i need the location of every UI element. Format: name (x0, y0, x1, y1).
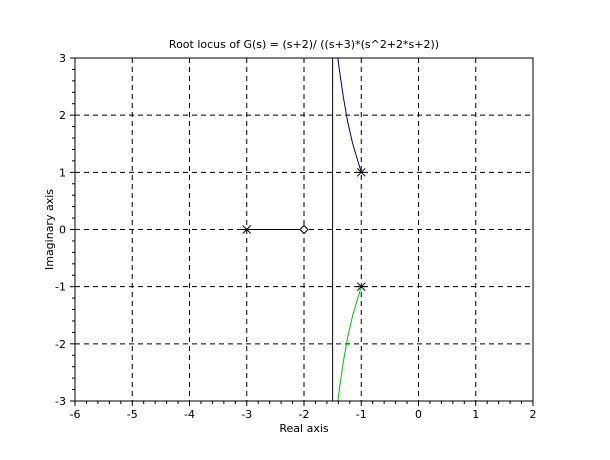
pole-zero-markers (241, 167, 367, 292)
x-tick-label: 1 (472, 408, 479, 421)
pole-marker (356, 167, 367, 177)
y-tick-label: -3 (55, 395, 66, 408)
y-tick-label: 2 (59, 109, 66, 122)
x-tick-label: 2 (530, 408, 537, 421)
y-tick-label: 1 (59, 166, 66, 179)
x-axis-label: Real axis (279, 422, 329, 435)
x-tick-label: -5 (127, 408, 138, 421)
zero-marker (299, 224, 309, 235)
y-tick-label: 3 (59, 52, 66, 65)
pole-marker (241, 225, 252, 234)
x-tick-label: -3 (241, 408, 252, 421)
x-tick-label: -1 (356, 408, 367, 421)
x-tick-label: -6 (70, 408, 81, 421)
chart-title: Root locus of G(s) = (s+2)/ ((s+3)*(s^2+… (169, 38, 439, 51)
y-tick-label: -1 (55, 281, 66, 294)
axis-ticks: -6 -5 -4 -3 -2 -1 0 1 2 -3 -2 -1 0 1 2 3 (55, 52, 536, 421)
locus-branch-1 (337, 57, 362, 173)
pole-marker (356, 282, 367, 292)
x-tick-label: 0 (415, 408, 422, 421)
x-tick-label: -4 (184, 408, 195, 421)
y-axis-label: Imaginary axis (43, 189, 56, 270)
y-tick-label: 0 (59, 224, 66, 237)
y-tick-label: -2 (55, 338, 66, 351)
locus-branches (246, 57, 362, 402)
locus-branch-2 (337, 286, 362, 402)
x-tick-label: -2 (299, 408, 310, 421)
